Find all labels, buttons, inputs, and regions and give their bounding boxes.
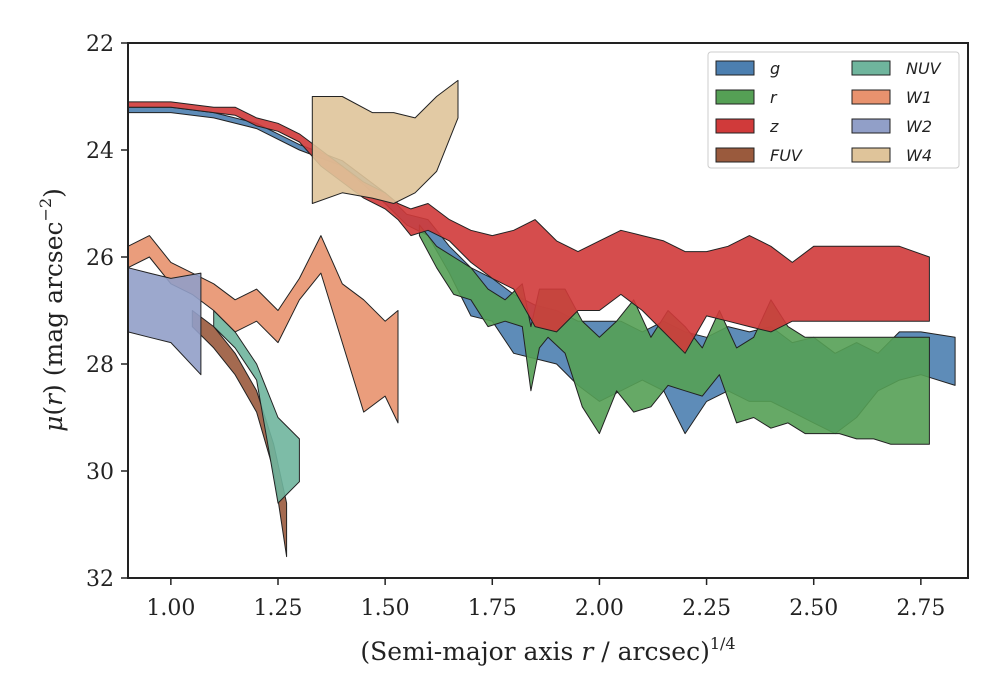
legend-label-r: r [770,88,778,107]
legend-label-nuv: NUV [906,59,942,78]
x-tick-label: 1.75 [468,596,517,621]
x-tick-label: 1.50 [361,596,410,621]
y-tick-label: 22 [86,32,114,57]
y-tick-label: 24 [86,139,114,164]
band-nuv [213,310,300,504]
legend-swatch-r [715,89,755,105]
y-axis-label: μ(r) (mag arcsec−2) [36,188,68,432]
legend-swatch-w1 [851,89,891,105]
x-tick-label: 2.75 [896,596,945,621]
legend-swatch-w2 [851,118,891,134]
x-tick-label: 2.50 [789,596,838,621]
legend-label-fuv: FUV [770,146,803,165]
legend: grz FUV NUV W1 W2 W4 [707,51,960,169]
legend-label-w4: W4 [906,146,932,165]
x-tick-label: 2.25 [682,596,731,621]
y-tick-label: 26 [86,246,114,271]
band-w4 [311,79,459,204]
y-tick-label: 28 [86,353,114,378]
legend-label-z: z [769,117,779,136]
x-axis: 1.00 1.25 1.50 1.75 2.00 2.25 2.50 2.75 [146,578,945,621]
legend-box [707,51,960,169]
legend-label-w2: W2 [906,117,932,136]
legend-label-w1: W1 [906,88,932,107]
legend-swatch-z [715,118,755,134]
x-axis-label: (Semi-major axis r / arcsec)1/4 [360,634,735,666]
band-w2 [127,267,202,376]
x-tick-label: 2.00 [575,596,624,621]
legend-label-g: g [770,59,780,78]
legend-swatch-nuv [851,60,891,76]
y-tick-label: 32 [86,567,114,592]
x-tick-label: 1.25 [254,596,303,621]
bands-layer [127,79,956,558]
y-axis: 22 24 26 28 30 32 [86,32,128,592]
plot-frame [127,42,969,579]
x-tick-label: 1.00 [146,596,195,621]
legend-swatch-w4 [851,147,891,163]
legend-swatch-g [715,60,755,76]
legend-swatch-fuv [715,147,755,163]
y-tick-label: 30 [86,460,114,485]
